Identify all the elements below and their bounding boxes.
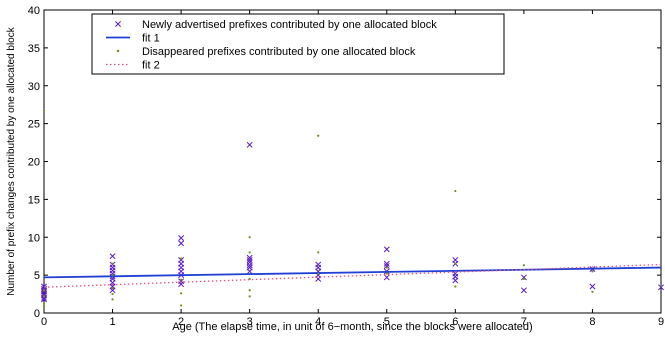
data-point-disappeared-6 [111, 292, 114, 296]
data-point-new-19 [178, 278, 185, 285]
data-point-disappeared-7 [111, 286, 114, 290]
data-point-disappeared-13 [180, 257, 183, 260]
x-axis-label: Age (The elapse time, in unit of 6−month… [172, 321, 532, 333]
data-point-disappeared-1 [42, 289, 46, 292]
legend-label-2: fit 1 [142, 33, 160, 45]
data-point-new-43 [383, 246, 390, 253]
data-point-new-6 [41, 285, 47, 292]
data-point-disappeared-2 [42, 295, 46, 298]
data-point-disappeared-3 [42, 302, 46, 306]
data-point-disappeared-25 [454, 262, 457, 265]
legend-box [91, 13, 505, 75]
data-point-new-30 [246, 259, 253, 266]
data-point-new-7 [41, 283, 47, 290]
y-tick-label: 30 [28, 81, 40, 93]
y-tick-label: 10 [28, 232, 40, 244]
fit-line-2 [43, 266, 662, 279]
y-tick-label: 0 [34, 308, 40, 320]
data-point-disappeared-14 [248, 295, 251, 298]
y-tick-label: 20 [28, 157, 40, 169]
data-point-disappeared-19 [317, 272, 320, 275]
data-point-disappeared-26 [454, 189, 457, 193]
data-point-new-53 [658, 284, 664, 291]
data-point-disappeared-18 [248, 236, 251, 239]
data-point-disappeared-28 [522, 264, 525, 267]
y-tick-label: 15 [28, 194, 40, 206]
data-point-disappeared-8 [111, 274, 114, 277]
x-tick-label: 2 [178, 316, 184, 328]
data-point-disappeared-15 [248, 289, 251, 292]
data-point-new-17 [109, 253, 116, 260]
legend-swatch-1 [115, 21, 121, 27]
x-tick-label: 0 [41, 316, 47, 328]
data-point-new-28 [246, 264, 253, 271]
data-point-disappeared-20 [317, 251, 320, 254]
data-point-new-49 [520, 287, 527, 294]
y-tick-label: 35 [28, 43, 40, 55]
y-tick-label: 40 [28, 5, 40, 17]
data-point-new-38 [315, 261, 322, 268]
data-point-disappeared-10 [180, 304, 183, 307]
data-point-new-48 [452, 257, 459, 263]
data-point-new-32 [246, 254, 253, 261]
legend-swatch-3 [116, 49, 120, 53]
data-point-disappeared-0 [42, 109, 46, 112]
y-axis-label: Number of prefix changes contributed by … [6, 26, 17, 295]
data-point-new-41 [383, 263, 390, 269]
data-point-disappeared-21 [317, 134, 320, 137]
data-point-disappeared-9 [111, 262, 114, 265]
x-tick-label: 9 [658, 316, 664, 328]
data-point-new-33 [246, 141, 253, 148]
data-point-new-25 [178, 240, 185, 247]
data-point-new-50 [520, 274, 527, 281]
data-point-disappeared-27 [522, 277, 525, 281]
y-tick-label: 25 [28, 119, 40, 131]
data-point-new-26 [178, 235, 185, 241]
data-point-disappeared-29 [591, 290, 594, 293]
fit-line-4 [43, 263, 662, 288]
data-point-new-39 [383, 274, 390, 281]
x-tick-label: 8 [589, 316, 595, 328]
data-point-new-51 [589, 283, 596, 290]
data-point-new-24 [178, 257, 185, 263]
data-point-disappeared-5 [111, 298, 114, 301]
data-point-disappeared-30 [591, 270, 594, 273]
x-tick-label: 5 [384, 316, 390, 328]
data-point-new-42 [383, 260, 390, 267]
x-tick-label: 4 [315, 316, 321, 328]
legend-label-4: fit 2 [142, 60, 160, 72]
x-tick-label: 7 [521, 316, 527, 328]
data-point-disappeared-22 [385, 272, 388, 275]
data-point-disappeared-12 [180, 278, 183, 281]
data-point-disappeared-31 [659, 284, 663, 287]
plot-area: 0 1 2 3 4 5 6 7 8 9 0 5 10 15 20 25 30 35 40 [28, 5, 664, 328]
data-point-disappeared-24 [454, 285, 457, 288]
y-tick-label: 5 [34, 270, 40, 282]
x-tick-label: 1 [109, 316, 115, 328]
data-point-new-31 [246, 257, 253, 263]
data-point-disappeared-4 [42, 305, 46, 308]
x-tick-label: 3 [247, 316, 253, 328]
legend: Newly advertised prefixes contributed by… [91, 13, 505, 75]
data-point-disappeared-17 [248, 251, 251, 254]
legend-label-3: Disappeared prefixes contributed by one … [142, 46, 416, 58]
x-tick-label: 6 [452, 316, 458, 328]
data-point-disappeared-11 [180, 292, 183, 295]
data-point-disappeared-23 [385, 266, 388, 269]
legend-label-1: Newly advertised prefixes contributed by… [142, 19, 437, 31]
